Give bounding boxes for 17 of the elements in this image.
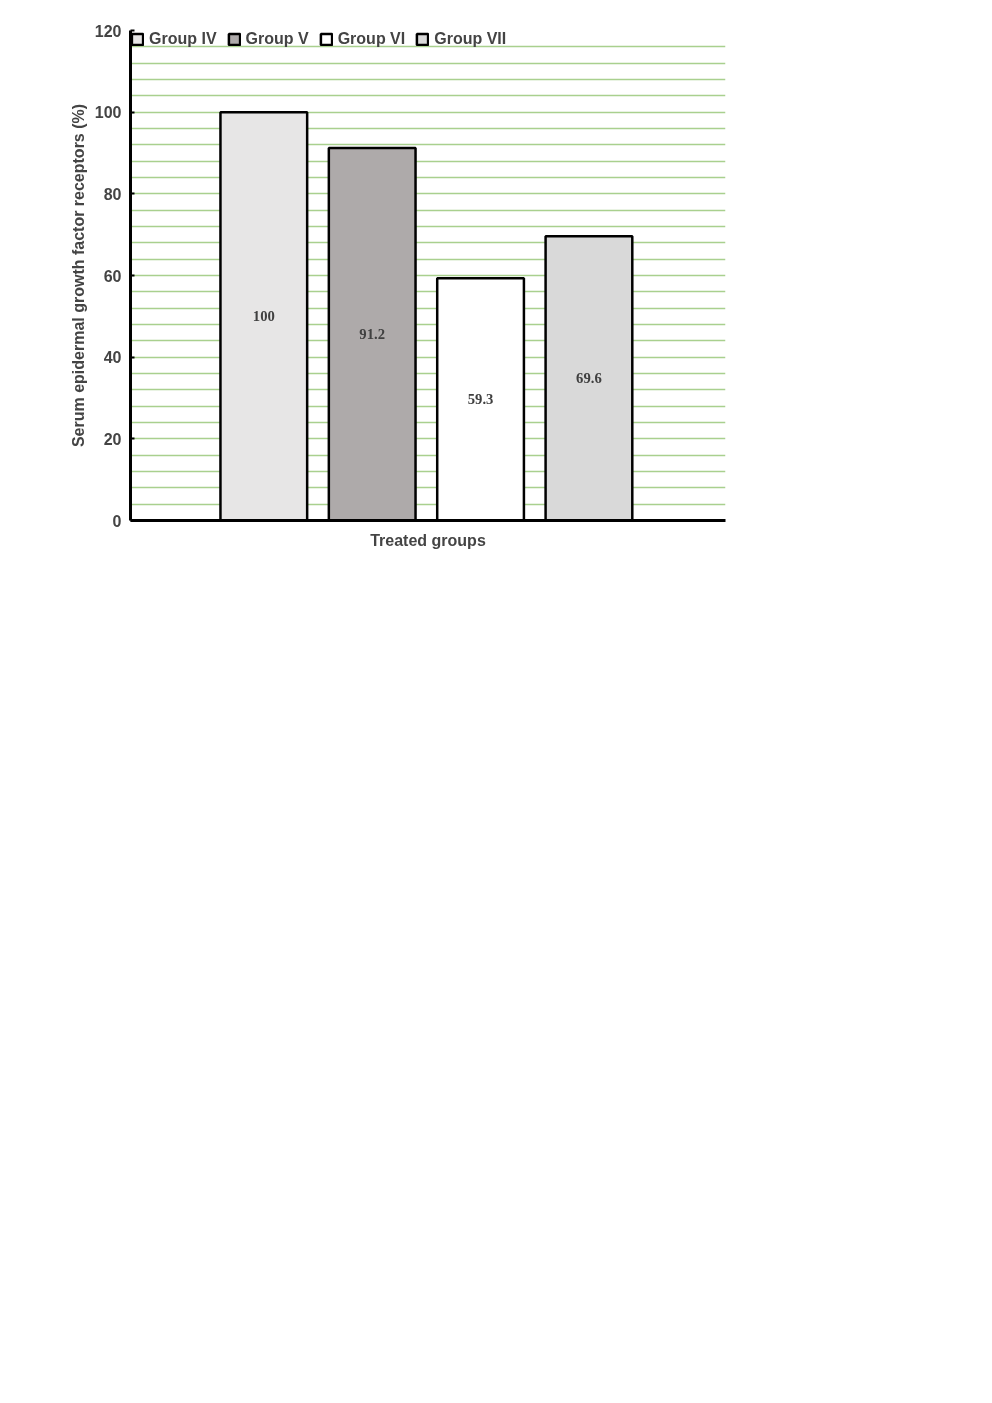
y-axis-title: Serum epidermal growth factor receptors (%) xyxy=(69,103,87,448)
legend-label: Group VI xyxy=(337,30,406,48)
y-tick-label: 20 xyxy=(103,430,122,448)
legend-label: Group IV xyxy=(149,30,217,48)
y-tick-label: 100 xyxy=(94,104,122,122)
y-tick-label: 120 xyxy=(94,22,122,40)
data-label: 69.6 xyxy=(576,370,602,387)
legend-label: Group VII xyxy=(434,30,507,48)
data-label: 100 xyxy=(252,308,275,325)
y-tick-label: 0 xyxy=(112,512,122,530)
y-tick-label: 80 xyxy=(103,185,122,203)
legend-label: Group V xyxy=(245,30,309,48)
x-axis-title: Treated groups xyxy=(370,531,486,549)
y-tick-label: 60 xyxy=(103,267,122,285)
y-tick-label: 40 xyxy=(103,349,122,367)
data-label: 91.2 xyxy=(359,326,386,343)
data-label: 59.3 xyxy=(467,391,494,408)
